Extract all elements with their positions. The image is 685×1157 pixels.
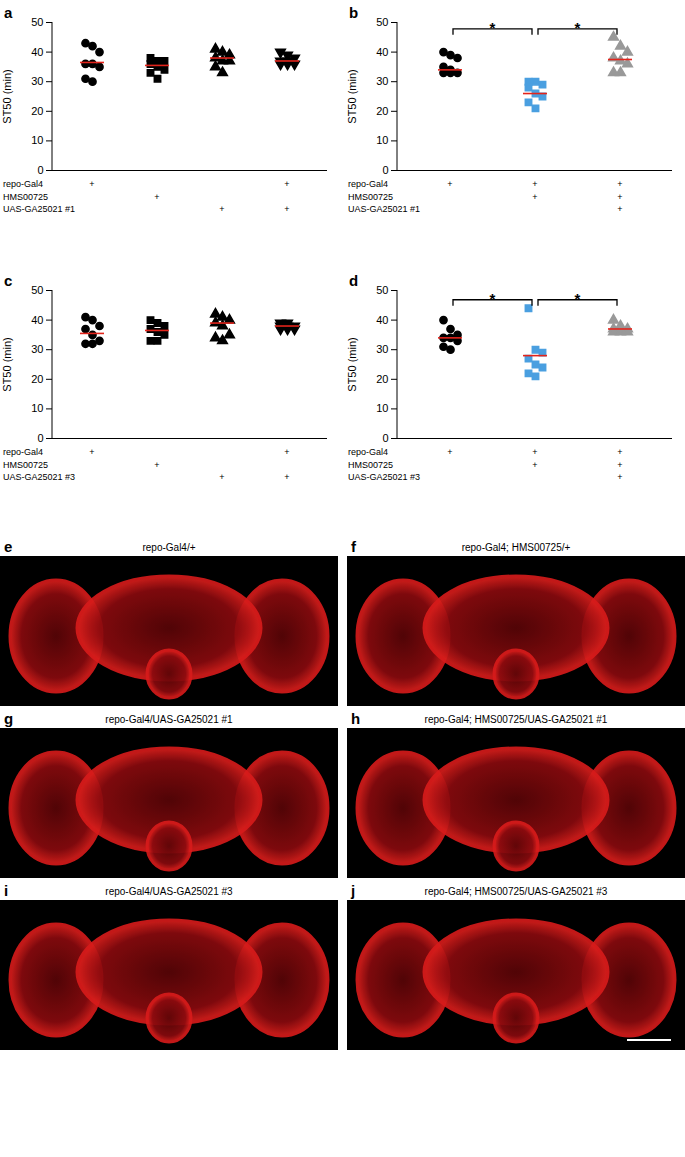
html-text:h: h [351, 710, 361, 727]
html-text:repo-Gal4: repo-Gal4 [3, 179, 43, 189]
svg-text:*: * [575, 290, 581, 307]
svg-text:30: 30 [31, 75, 43, 87]
svg-text:30: 30 [31, 343, 43, 355]
html-text:HMS00725: HMS00725 [348, 191, 393, 202]
html-text:j: j [351, 882, 356, 899]
html-text:b: b [349, 4, 359, 21]
html-text:repo-Gal4; HMS00725/UAS-GA2502: repo-Gal4; HMS00725/UAS-GA25021 #3 [424, 886, 608, 897]
html-text:d: d [349, 272, 359, 289]
svg-text:*: * [490, 19, 496, 36]
svg-text:ST50 (min): ST50 (min) [1, 69, 13, 123]
svg-text:50: 50 [376, 16, 388, 28]
html-text:HMS00725: HMS00725 [3, 191, 48, 202]
html-text:UAS-GA25021 #3: UAS-GA25021 #3 [3, 472, 75, 482]
html-text:UAS-GA25021 #1: UAS-GA25021 #1 [348, 204, 420, 214]
svg-text:40: 40 [376, 314, 388, 326]
html-text:HMS00725: HMS00725 [348, 459, 393, 470]
html-text:repo-Gal4/UAS-GA25021 #1: repo-Gal4/UAS-GA25021 #1 [105, 714, 233, 725]
html-text:e: e [4, 538, 13, 555]
svg-text:30: 30 [376, 75, 388, 87]
html-text:repo-Gal4: repo-Gal4 [348, 447, 388, 457]
svg-text:0: 0 [37, 164, 43, 176]
svg-text:20: 20 [31, 105, 43, 117]
html-text:repo-Gal4/+: repo-Gal4/+ [142, 542, 196, 553]
html-text:repo-Gal4; HMS00725/UAS-GA2502: repo-Gal4; HMS00725/UAS-GA25021 #1 [424, 714, 608, 725]
html-text:UAS-GA25021 #1: UAS-GA25021 #1 [3, 204, 75, 214]
svg-text:20: 20 [376, 105, 388, 117]
svg-text:40: 40 [31, 46, 43, 58]
html-text:c: c [4, 272, 13, 289]
html-text:f: f [351, 538, 356, 555]
svg-text:ST50 (min): ST50 (min) [346, 69, 358, 123]
svg-text:10: 10 [376, 402, 388, 414]
html-text:UAS-GA25021 #3: UAS-GA25021 #3 [348, 472, 420, 482]
svg-text:50: 50 [31, 16, 43, 28]
svg-text:0: 0 [37, 432, 43, 444]
svg-text:30: 30 [376, 343, 388, 355]
html-text:i: i [4, 882, 9, 899]
svg-text:*: * [490, 290, 496, 307]
svg-text:20: 20 [376, 373, 388, 385]
svg-text:ST50 (min): ST50 (min) [1, 337, 13, 391]
html-text:HMS00725: HMS00725 [3, 459, 48, 470]
svg-text:50: 50 [31, 284, 43, 296]
svg-text:10: 10 [31, 402, 43, 414]
svg-text:0: 0 [382, 432, 388, 444]
svg-text:10: 10 [376, 134, 388, 146]
svg-text:40: 40 [376, 46, 388, 58]
svg-text:ST50 (min): ST50 (min) [346, 337, 358, 391]
html-text:repo-Gal4/UAS-GA25021 #3: repo-Gal4/UAS-GA25021 #3 [105, 886, 233, 897]
svg-text:40: 40 [31, 314, 43, 326]
svg-text:0: 0 [382, 164, 388, 176]
svg-text:50: 50 [376, 284, 388, 296]
html-text:repo-Gal4: repo-Gal4 [348, 179, 388, 189]
html-text:repo-Gal4: repo-Gal4 [3, 447, 43, 457]
html-text:a: a [4, 4, 13, 21]
svg-text:*: * [575, 19, 581, 36]
svg-text:10: 10 [31, 134, 43, 146]
html-text:repo-Gal4; HMS00725/+: repo-Gal4; HMS00725/+ [461, 542, 571, 553]
svg-text:20: 20 [31, 373, 43, 385]
html-text:g: g [4, 710, 14, 727]
